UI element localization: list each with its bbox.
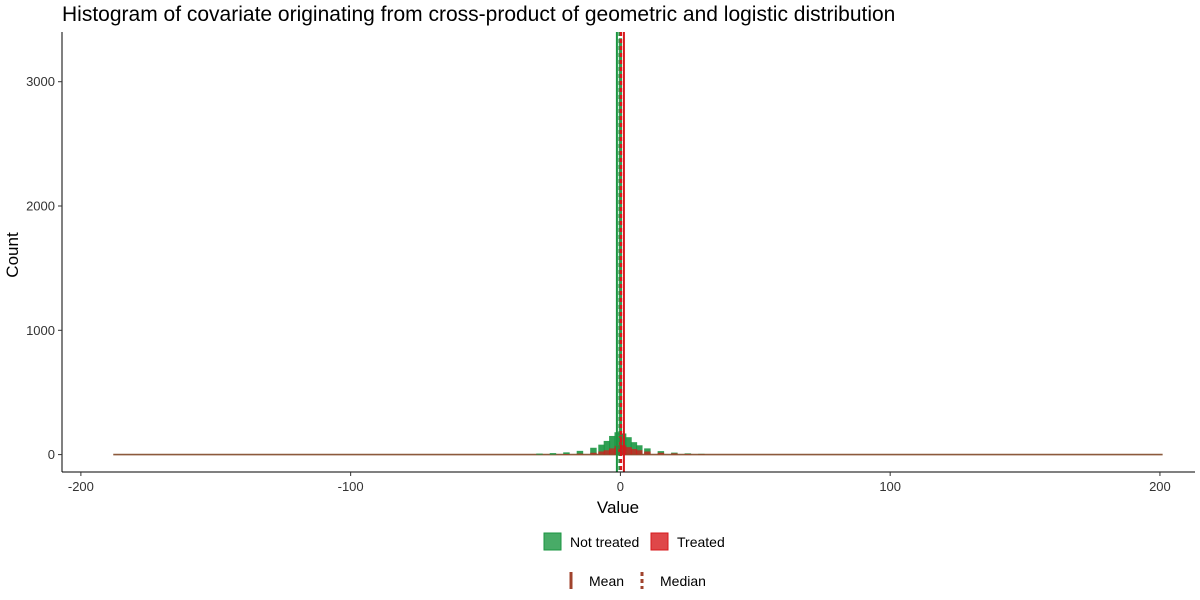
legend-label-median: Median (660, 573, 706, 589)
histogram-bar (603, 450, 611, 455)
x-tick-label: 200 (1149, 479, 1171, 494)
histogram-bar (657, 452, 665, 455)
x-tick-label: -200 (68, 479, 94, 494)
histogram-bar (609, 448, 616, 455)
legend: Not treated Treated Mean Median (543, 532, 725, 589)
histogram-bar (630, 442, 638, 455)
plot-area (113, 32, 1163, 472)
histogram-bar (636, 450, 643, 455)
histogram-bar (576, 453, 584, 455)
histogram-bar (563, 452, 570, 455)
y-tick-label: 0 (48, 447, 55, 462)
y-tick-label: 2000 (26, 199, 55, 214)
histogram-bar (644, 451, 651, 455)
x-axis-label: Value (597, 498, 639, 517)
histogram-bar (636, 445, 643, 455)
histogram-bar (576, 450, 584, 455)
histogram-peak-bar (618, 38, 623, 455)
legend-label-mean: Mean (589, 573, 624, 589)
histogram-bar (598, 444, 605, 455)
histogram-bar (536, 453, 543, 455)
histogram-bar (603, 440, 611, 455)
histogram-bar (684, 453, 692, 455)
histogram-bar (598, 451, 605, 455)
histogram-bar (563, 453, 570, 455)
histogram-bar (590, 452, 597, 455)
histogram-bar (630, 449, 638, 455)
legend-label-not-treated: Not treated (570, 534, 639, 550)
histogram-bar (625, 447, 632, 455)
x-tick-label: -100 (338, 479, 364, 494)
chart-title: Histogram of covariate originating from … (62, 3, 895, 26)
histogram-bar (625, 437, 632, 455)
histogram-bar (549, 453, 557, 455)
histogram-bar (609, 435, 616, 455)
histogram-bar (590, 447, 597, 455)
y-axis-label: Count (3, 232, 22, 278)
legend-label-treated: Treated (677, 534, 725, 550)
y-tick-label: 3000 (26, 74, 55, 89)
x-tick-label: 100 (879, 479, 901, 494)
x-tick-label: 0 (617, 479, 624, 494)
legend-swatch-treated (650, 532, 669, 551)
y-tick-label: 1000 (26, 323, 55, 338)
histogram-bar (671, 453, 678, 455)
legend-swatch-not-treated (543, 532, 562, 551)
